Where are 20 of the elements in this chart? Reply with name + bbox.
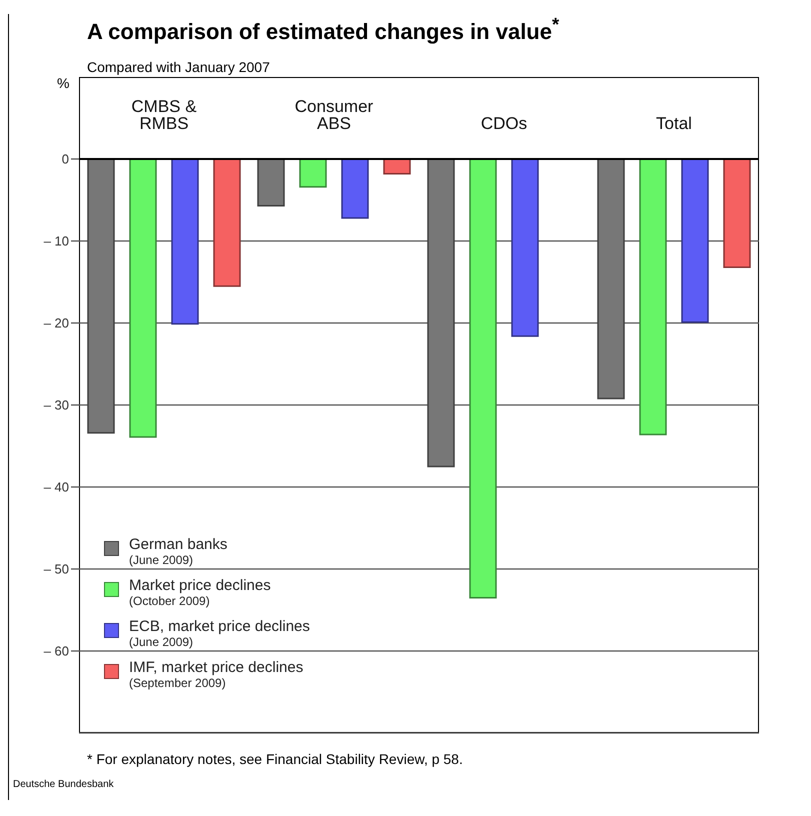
y-axis-title: % (57, 75, 70, 92)
text: * For explanatory notes, see Financial Stability Review, p 58. (87, 751, 463, 768)
y-tick-label: – 10 (44, 234, 69, 249)
y-tick-label: – 30 (44, 398, 69, 413)
y-tick-label: – 60 (44, 644, 69, 659)
legend-label: IMF, market price declines (September 2009) (129, 659, 304, 690)
x-tick-label: CDOs (480, 114, 528, 134)
y-tick-label: – 20 (44, 316, 69, 331)
text: Deutsche Bundesbank (13, 779, 114, 790)
y-tick-label: – 40 (44, 480, 69, 495)
legend-label: German banks (June 2009) (129, 536, 228, 568)
chart-title: A comparison of estimated changes in value$^{*}$ (87, 14, 560, 44)
chart-subtitle: Compared with January 2007 (87, 59, 270, 76)
y-tick-label: – 50 (44, 562, 69, 577)
x-tick-label: Consumer ABS (294, 97, 374, 134)
legend-label: ECB, market price declines (June 2009) (129, 618, 310, 650)
x-tick-label: CMBS & RMBS (131, 97, 198, 134)
x-tick-label: Total (656, 114, 692, 134)
y-tick-label: 0 (62, 152, 69, 167)
legend-label: Market price declines (October 2009) (129, 577, 271, 608)
